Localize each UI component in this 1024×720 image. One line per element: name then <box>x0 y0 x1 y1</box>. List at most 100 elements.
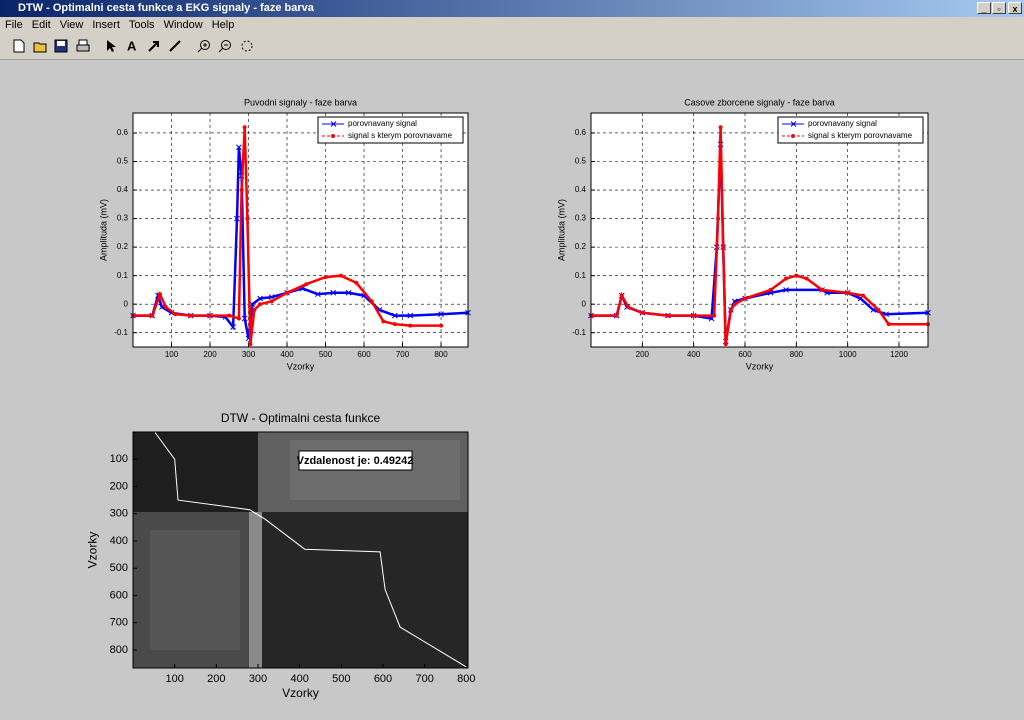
axes-box <box>590 112 929 348</box>
marker <box>338 273 343 278</box>
x-tick-label: 300 <box>249 673 267 685</box>
menu-item[interactable]: Help <box>211 19 235 31</box>
legend-label: porovnavany signal <box>348 119 417 128</box>
marker <box>721 245 726 250</box>
menu-item[interactable]: View <box>59 19 84 31</box>
save-icon[interactable] <box>54 39 68 53</box>
marker <box>159 304 165 310</box>
x-tick-label: 600 <box>357 350 371 359</box>
marker <box>626 305 631 310</box>
legend-label: porovnavany signal <box>808 119 877 128</box>
menu-item[interactable]: Tools <box>128 19 155 31</box>
marker <box>768 287 773 292</box>
data-line <box>133 127 441 345</box>
axes-box <box>132 431 469 669</box>
marker <box>876 307 881 312</box>
image-region <box>249 512 262 668</box>
marker <box>665 313 670 318</box>
marker <box>732 302 737 307</box>
x-tick-label: 400 <box>687 350 701 359</box>
marker <box>157 292 162 297</box>
marker <box>883 311 890 318</box>
data-line <box>154 431 467 668</box>
menu-item[interactable]: Edit <box>31 19 51 31</box>
close-button[interactable]: x <box>1008 2 1022 14</box>
marker <box>381 319 386 324</box>
marker <box>242 125 247 130</box>
menu-item[interactable]: Insert <box>92 19 120 31</box>
x-tick-label: 500 <box>319 350 333 359</box>
y-tick-label: 0.4 <box>117 185 129 194</box>
menu-item[interactable]: File <box>5 19 23 31</box>
x-tick-label: 400 <box>290 673 308 685</box>
x-tick-label: 100 <box>165 350 179 359</box>
annotation-box <box>298 450 413 471</box>
y-tick-label: 0.3 <box>575 214 587 223</box>
marker <box>784 276 789 281</box>
x-tick-label: 400 <box>280 350 294 359</box>
marker <box>252 307 257 312</box>
line-icon[interactable] <box>168 39 182 53</box>
image-region <box>150 530 240 650</box>
marker <box>439 323 444 328</box>
maximize-button[interactable]: ▫ <box>992 2 1006 14</box>
chart-title: Puvodni signaly - faze barva <box>244 97 357 107</box>
y-tick-label: 0.4 <box>575 185 587 194</box>
marker <box>783 287 789 293</box>
marker <box>234 215 240 222</box>
rotate-icon[interactable] <box>240 39 254 53</box>
arrow-icon[interactable] <box>147 39 161 53</box>
marker <box>323 275 328 280</box>
legend-marker <box>790 121 797 127</box>
marker <box>728 307 733 312</box>
y-tick-label: 800 <box>110 644 128 656</box>
minimize-button[interactable]: _ <box>977 2 991 14</box>
marker <box>723 342 728 347</box>
select-icon[interactable] <box>104 39 118 53</box>
marker <box>230 324 236 330</box>
marker <box>691 313 696 318</box>
menu-item[interactable]: Window <box>163 19 203 31</box>
marker <box>794 273 799 278</box>
y-tick-label: 100 <box>110 453 128 465</box>
x-tick-label: 700 <box>396 350 410 359</box>
image-region <box>262 512 468 668</box>
marker <box>369 299 374 304</box>
marker <box>391 312 398 319</box>
marker <box>712 313 717 318</box>
y-tick-label: 500 <box>110 562 128 574</box>
marker <box>150 313 155 318</box>
marker <box>163 305 168 310</box>
open-icon[interactable] <box>33 39 47 53</box>
y-tick-label: 700 <box>110 617 128 629</box>
y-axis-label: Amplituda (mV) <box>99 199 109 261</box>
y-tick-label: 0 <box>582 299 587 308</box>
marker <box>640 310 645 315</box>
svg-text:A: A <box>127 39 137 53</box>
marker <box>619 293 624 298</box>
legend-box <box>317 116 464 144</box>
legend-box <box>777 116 924 144</box>
x-tick-label: 800 <box>434 350 448 359</box>
marker <box>236 144 242 151</box>
marker <box>886 322 891 327</box>
zoom-out-icon[interactable] <box>218 39 232 53</box>
new-icon[interactable] <box>12 39 26 53</box>
toolbar: A <box>0 33 1024 60</box>
text-icon[interactable]: A <box>125 39 139 53</box>
marker <box>392 322 397 327</box>
marker <box>208 313 213 318</box>
x-tick-label: 100 <box>165 673 183 685</box>
x-tick-label: 300 <box>242 350 256 359</box>
title-bar: DTW - Optimalni cesta funkce a EKG signa… <box>0 0 1024 17</box>
marker <box>268 294 275 300</box>
marker <box>845 290 850 295</box>
y-tick-label: 600 <box>110 589 128 601</box>
chart-title: DTW - Optimalni cesta funkce <box>221 411 381 425</box>
y-tick-label: 0.5 <box>575 157 587 166</box>
marker <box>345 289 352 296</box>
zoom-in-icon[interactable] <box>197 39 211 53</box>
print-icon[interactable] <box>76 39 90 53</box>
marker <box>304 282 309 287</box>
